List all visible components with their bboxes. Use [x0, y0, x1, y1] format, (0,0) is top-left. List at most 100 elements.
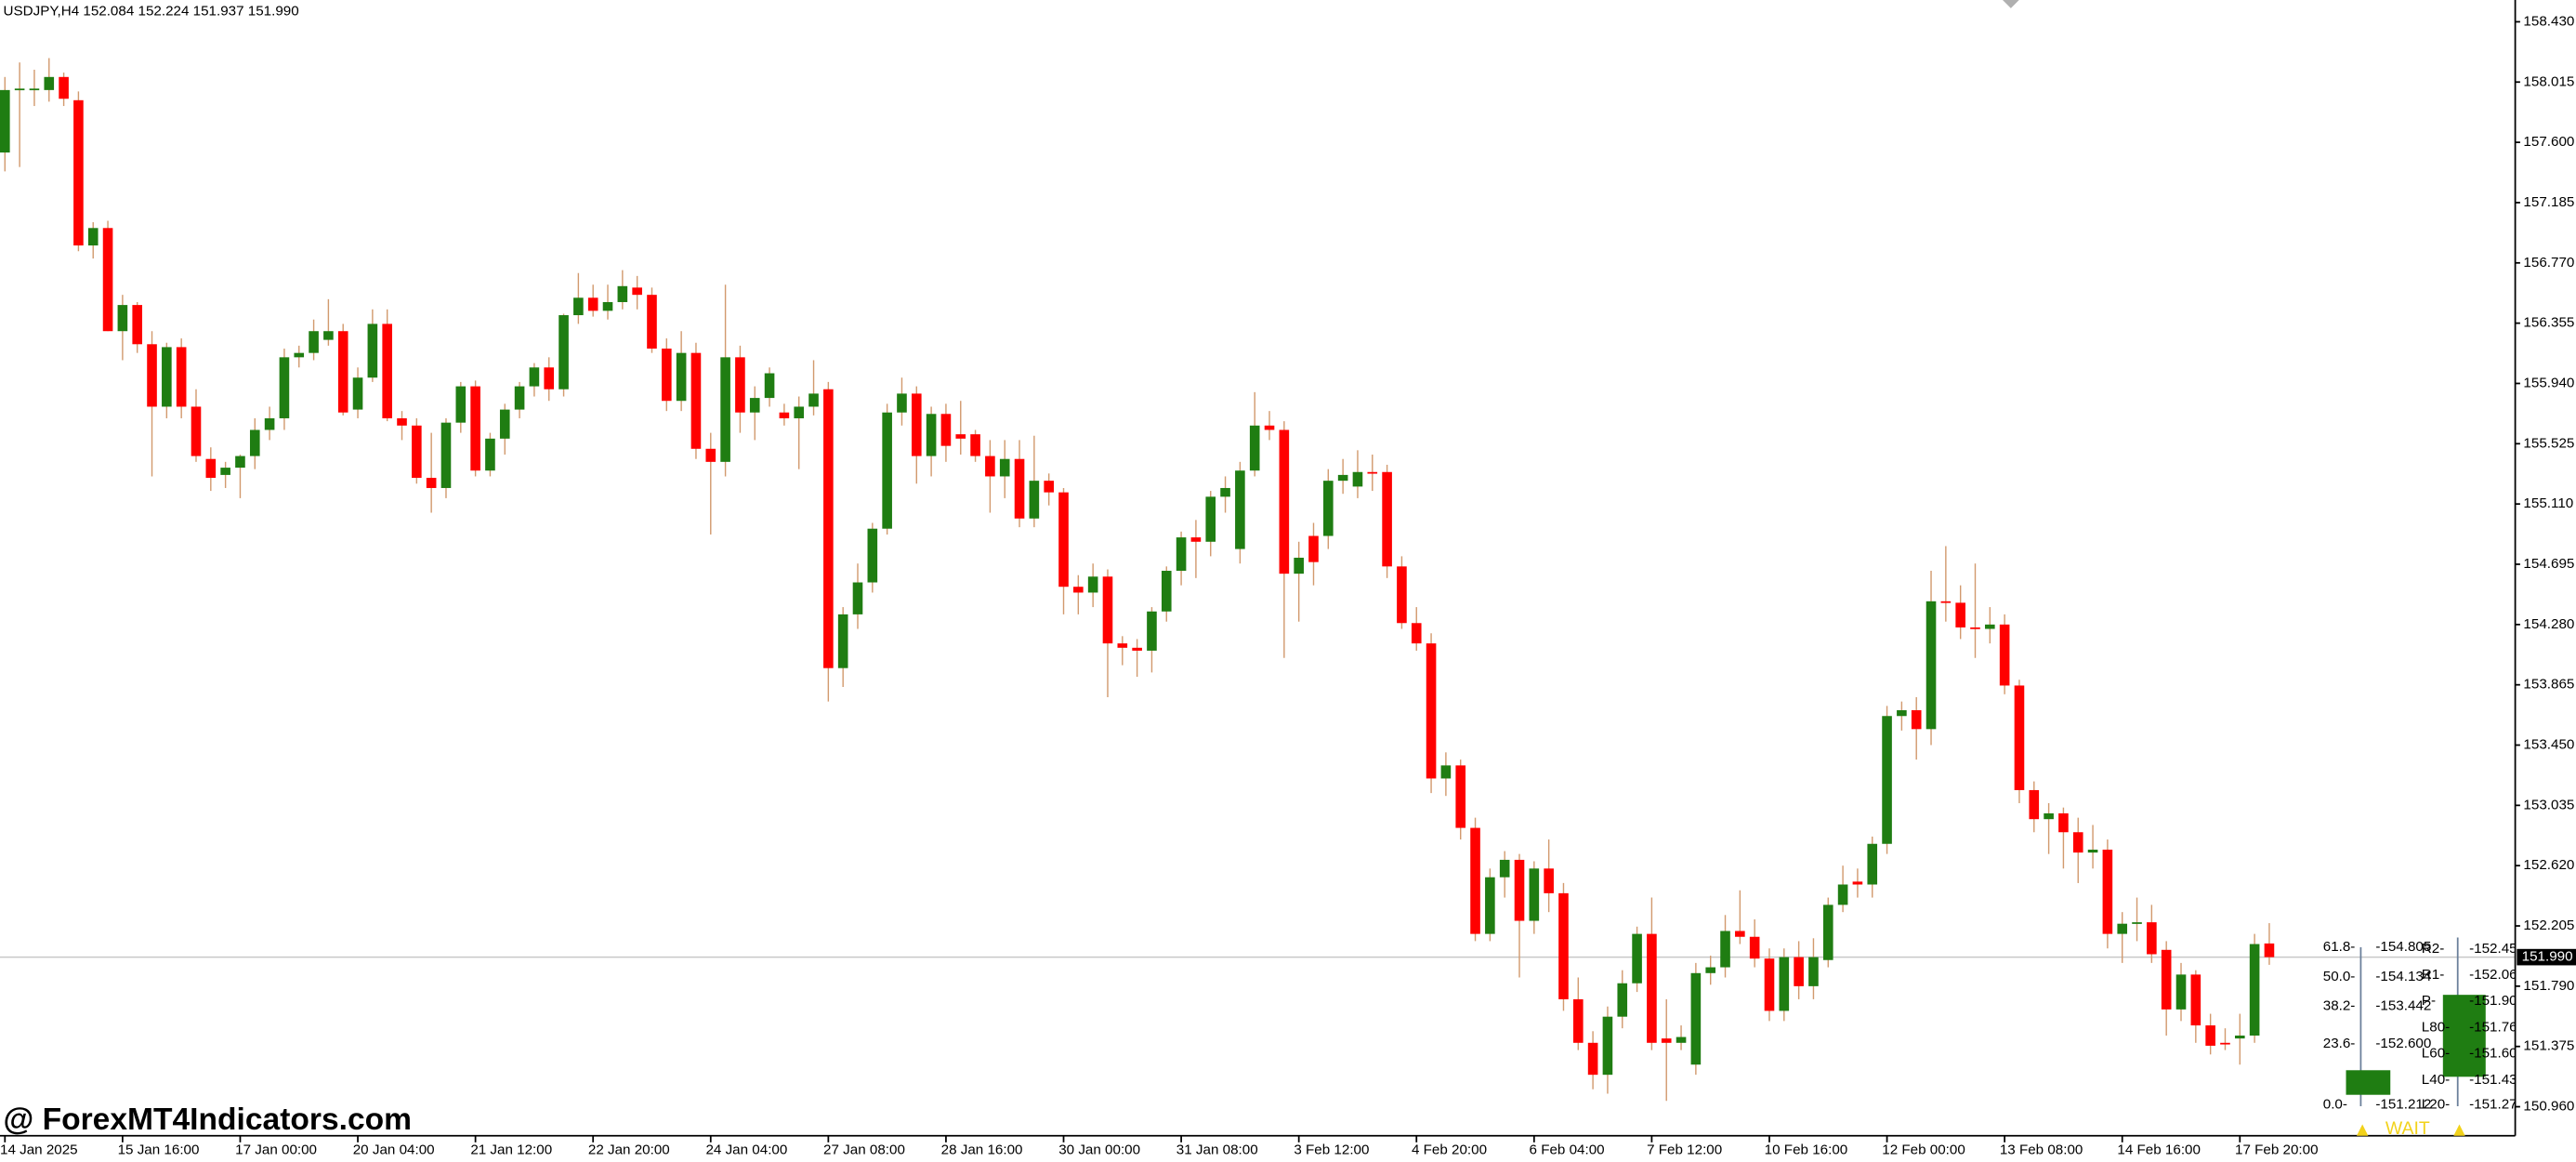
candle-body-up — [882, 412, 892, 529]
candle-body-up — [1602, 1016, 1613, 1076]
candle-body-up — [44, 76, 55, 90]
candle-body-up — [1440, 765, 1452, 779]
candle-body-up — [764, 373, 775, 399]
y-tick-label: 150.960 — [2523, 1099, 2574, 1115]
x-tick-label: 4 Feb 20:00 — [1412, 1142, 1487, 1158]
candle-body-up — [808, 393, 819, 407]
candle-body-down — [1647, 933, 1657, 1043]
y-tick-label: 154.280 — [2523, 616, 2574, 632]
x-tick-label: 17 Jan 00:00 — [235, 1142, 317, 1158]
candle-body-up — [1632, 933, 1642, 984]
candle-body-down — [1999, 624, 2010, 686]
candle-body-down — [985, 456, 995, 477]
pivot-label: P- — [2422, 993, 2436, 1009]
candle-body-up — [1897, 710, 1907, 717]
candle-body-up — [1337, 474, 1348, 482]
candle-body-up — [2087, 849, 2098, 853]
y-tick-label: 158.015 — [2523, 73, 2574, 89]
candle-body-down — [2205, 1025, 2215, 1046]
candle-body-down — [1397, 566, 1407, 624]
candle-body-down — [632, 287, 642, 296]
candle-body-down — [1132, 647, 1142, 651]
candle-body-down — [779, 412, 790, 418]
candle-body-down — [1852, 881, 1863, 885]
candle-body-up — [1867, 843, 1878, 885]
candle-body-up — [529, 367, 540, 387]
candle-body-down — [690, 352, 702, 449]
candle-body-down — [1279, 429, 1290, 574]
candle-body-down — [1558, 892, 1569, 999]
candle-body-down — [1970, 627, 1980, 629]
candle-body-down — [705, 448, 716, 462]
candle-body-up — [1705, 967, 1715, 973]
candle-body-up — [1029, 481, 1040, 519]
candle-body-up — [1352, 471, 1363, 487]
candle-body-down — [59, 76, 69, 99]
candle-body-down — [147, 344, 157, 407]
candle-body-down — [2161, 949, 2172, 1010]
candle-body-down — [1190, 537, 1202, 542]
x-tick-label: 20 Jan 04:00 — [353, 1142, 435, 1158]
y-tick-label: 157.185 — [2523, 194, 2574, 210]
candle-body-up — [249, 429, 260, 456]
x-tick-label: 12 Feb 00:00 — [1882, 1142, 1965, 1158]
candle-body-down — [2029, 789, 2040, 820]
candle-body-up — [455, 386, 467, 423]
y-tick-label: 151.375 — [2523, 1038, 2574, 1054]
candle-body-up — [1617, 983, 1628, 1017]
candle-body-down — [132, 305, 143, 345]
candle-body-up — [1323, 481, 1334, 536]
candle-body-down — [2147, 922, 2157, 955]
last-price-box — [2517, 948, 2576, 966]
candle-body-up — [2117, 923, 2128, 934]
candle-body-down — [911, 393, 922, 456]
candle-body-up — [1294, 557, 1304, 574]
candle-body-up — [926, 414, 937, 456]
x-tick-label: 24 Jan 04:00 — [705, 1142, 787, 1158]
pivot-price: -151.90 — [2469, 993, 2517, 1009]
candle-body-up — [1249, 425, 1260, 471]
candle-body-down — [1102, 576, 1113, 644]
candle-body-down — [337, 331, 348, 413]
candle-body-up — [323, 331, 334, 340]
candle-body-down — [2264, 943, 2275, 957]
fib-level: 61.8- — [2323, 939, 2356, 955]
candle-body-up — [1161, 571, 1172, 612]
candle-body-up — [559, 315, 569, 390]
plot-area — [0, 58, 2516, 1102]
pivot-label: L60- — [2422, 1046, 2450, 1062]
x-tick-label: 21 Jan 12:00 — [470, 1142, 552, 1158]
candle-body-down — [176, 347, 187, 407]
candle-body-up — [573, 297, 584, 316]
x-tick-label: 31 Jan 08:00 — [1176, 1142, 1258, 1158]
candle-body-down — [1749, 936, 1760, 959]
candle-body-up — [14, 88, 25, 91]
y-tick-label: 154.695 — [2523, 556, 2574, 572]
x-tick-label: 10 Feb 16:00 — [1765, 1142, 1848, 1158]
candle-body-down — [955, 434, 966, 439]
candle-body-down — [587, 297, 598, 311]
y-tick-label: 153.865 — [2523, 677, 2574, 693]
fib-price: -154.134 — [2375, 969, 2431, 984]
x-tick-label: 6 Feb 04:00 — [1530, 1142, 1605, 1158]
candle-body-up — [1808, 957, 1819, 986]
fib-price: -151.212 — [2375, 1096, 2431, 1112]
candle-body-up — [162, 347, 172, 407]
candle-body-up — [1235, 470, 1245, 549]
pivot-label: L40- — [2422, 1072, 2450, 1088]
candle-body-up — [749, 398, 760, 413]
candle-body-down — [2102, 849, 2113, 934]
y-tick-label: 155.940 — [2523, 375, 2574, 390]
pivot-price: -151.43 — [2469, 1072, 2517, 1088]
candle-body-down — [1940, 601, 1952, 603]
candle-body-up — [1529, 868, 1540, 921]
x-tick-label: 30 Jan 00:00 — [1058, 1142, 1140, 1158]
candle-body-up — [720, 357, 730, 462]
x-tick-label: 3 Feb 12:00 — [1294, 1142, 1369, 1158]
pivot-price: -152.06 — [2469, 967, 2517, 983]
candle-body-up — [1822, 905, 1833, 960]
candle-body-down — [470, 386, 480, 471]
candle-body-down — [1514, 859, 1525, 921]
candle-body-up — [2234, 1035, 2245, 1039]
